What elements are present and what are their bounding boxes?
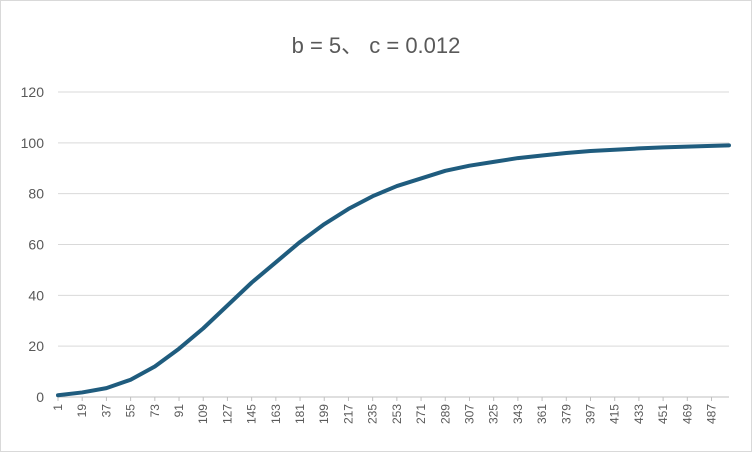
x-tick-label: 415 bbox=[608, 404, 622, 424]
y-tick-labels: 0 20 40 60 80 100 120 bbox=[21, 84, 45, 405]
x-tick-label: 343 bbox=[511, 404, 525, 424]
x-tick-label: 217 bbox=[341, 404, 355, 424]
y-tick-label: 40 bbox=[28, 287, 44, 303]
x-tick-label: 163 bbox=[269, 404, 283, 424]
x-tick-label: 19 bbox=[75, 404, 89, 418]
x-tick-label: 109 bbox=[196, 404, 210, 424]
y-tick-label: 100 bbox=[21, 135, 45, 151]
x-tick-label: 361 bbox=[535, 404, 549, 424]
grid-lines bbox=[58, 91, 729, 398]
y-tick-label: 60 bbox=[28, 237, 44, 253]
x-tick-label: 181 bbox=[293, 404, 307, 424]
x-tick-labels: 1 19 37 55 73 91 109 127 145 163 181 199 217 235 253 27… bbox=[51, 397, 719, 424]
series-group bbox=[56, 143, 731, 398]
y-tick-label: 120 bbox=[21, 84, 45, 100]
x-tick-label: 91 bbox=[172, 404, 186, 418]
x-tick-label: 487 bbox=[705, 404, 719, 424]
chart-title: b = 5、 c = 0.012 bbox=[291, 33, 461, 58]
x-tick-label: 73 bbox=[148, 404, 162, 418]
x-tick-label: 127 bbox=[220, 404, 234, 424]
x-tick-label: 271 bbox=[414, 404, 428, 424]
x-tick-label: 307 bbox=[462, 404, 476, 424]
x-tick-label: 451 bbox=[656, 404, 670, 424]
x-tick-label: 253 bbox=[390, 404, 404, 424]
x-tick-label: 145 bbox=[245, 404, 259, 424]
x-tick-label: 289 bbox=[438, 404, 452, 424]
x-tick-label: 37 bbox=[99, 404, 113, 418]
x-tick-label: 325 bbox=[487, 404, 501, 424]
y-tick-label: 20 bbox=[28, 338, 44, 354]
x-tick-label: 469 bbox=[680, 404, 694, 424]
series-line bbox=[56, 143, 731, 398]
x-tick-label: 379 bbox=[559, 404, 573, 424]
x-tick-label: 397 bbox=[583, 404, 597, 424]
x-tick-label: 433 bbox=[632, 404, 646, 424]
x-tick-label: 1 bbox=[51, 404, 65, 411]
y-tick-label: 0 bbox=[36, 389, 44, 405]
x-tick-label: 235 bbox=[366, 404, 380, 424]
y-tick-label: 80 bbox=[28, 186, 44, 202]
x-tick-label: 199 bbox=[317, 404, 331, 424]
x-tick-label: 55 bbox=[124, 404, 138, 418]
